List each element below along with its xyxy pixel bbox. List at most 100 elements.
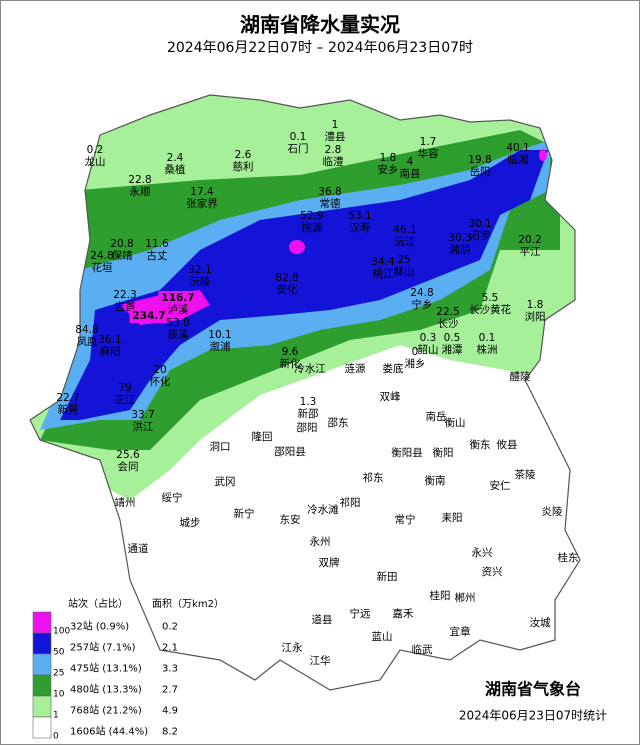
station-name: 慈利 — [233, 160, 254, 173]
legend-area: 2.1 — [162, 643, 178, 654]
station-name: 常德 — [320, 197, 341, 210]
station-value: 52.9 — [300, 210, 323, 222]
station-name: 辰溪 — [168, 329, 189, 341]
legend-count: 768站 (21.2%) — [70, 704, 142, 717]
legend-area: 2.7 — [162, 685, 178, 696]
station-value: 0 — [412, 346, 419, 358]
station-value: 0.5 — [444, 332, 461, 344]
county-name: 郴州 — [455, 591, 476, 604]
legend-area: 4.9 — [162, 706, 178, 717]
county-name: 东安 — [280, 513, 301, 526]
station-value: 4 — [407, 156, 414, 168]
legend-count: 257站 (7.1%) — [70, 641, 136, 654]
station-value: 10.1 — [208, 329, 231, 341]
station-name: 汉寿 — [350, 221, 371, 234]
legend-threshold: 10 — [53, 690, 65, 700]
legend-count: 480站 (13.3%) — [70, 683, 142, 696]
legend-swatch — [32, 716, 52, 739]
title: 湖南省降水量实况 — [240, 13, 400, 37]
county-name: 娄底 — [383, 362, 404, 375]
county-name: 绥宁 — [162, 491, 183, 504]
county-name: 隆回 — [252, 430, 273, 443]
county-name: 衡阳县 — [391, 447, 423, 459]
station-value: 24.8 — [410, 287, 433, 299]
station-name: 沅陵 — [190, 275, 211, 288]
station-name: 保靖 — [112, 249, 133, 262]
county-name: 洞口 — [210, 441, 231, 453]
station-value: 1.7 — [420, 136, 437, 148]
station-value: 24.8 — [90, 250, 113, 262]
station-name: 浏阳 — [525, 310, 546, 323]
legend-count-header: 站次（占比） — [68, 597, 128, 610]
legend-area: 3.3 — [162, 664, 178, 675]
station-value: 25 — [397, 254, 410, 266]
county-name: 永州 — [310, 535, 331, 548]
station-name: 长沙黄花 — [469, 303, 511, 316]
county-name: 涟源 — [345, 362, 366, 375]
legend-swatch — [32, 611, 52, 634]
station-value: 34.4 — [371, 256, 395, 268]
value-badge — [129, 309, 169, 323]
station-value: 53.8 — [166, 317, 189, 329]
station-name: 南县 — [400, 167, 421, 180]
agency: 湖南省气象台 — [485, 680, 581, 699]
county-name: 宜章 — [450, 625, 471, 638]
station-value: 234.7 — [132, 310, 165, 322]
station-value: 22.8 — [128, 174, 151, 186]
county-name: 资兴 — [482, 566, 503, 578]
county-name: 江永 — [282, 641, 303, 654]
station-name: 赫山 — [394, 266, 415, 278]
field-100 — [289, 240, 305, 254]
legend-area: 8.2 — [162, 727, 178, 738]
station-value: 17.4 — [190, 186, 214, 198]
county-name: 邵阳县 — [274, 446, 306, 458]
station-name: 怀化 — [150, 375, 171, 388]
legend-threshold: 0 — [53, 732, 59, 742]
station-name: 芷江 — [115, 393, 136, 406]
subtitle: 2024年06月22日07时 – 2024年06月23日07时 — [167, 40, 473, 56]
station-name: 新晃 — [58, 403, 79, 416]
station-name: 安乡 — [378, 163, 399, 176]
station-name: 桃江 — [373, 267, 394, 280]
station-value: 22.7 — [56, 392, 79, 404]
county-name: 通道 — [128, 542, 149, 555]
field-50 — [60, 150, 548, 420]
station-value: 30.3 — [448, 232, 471, 244]
legend-count: 475站 (13.1%) — [70, 662, 142, 675]
station-value: 0.1 — [479, 332, 496, 344]
county-name: 邵阳 — [297, 422, 318, 434]
station-name: 长沙 — [438, 318, 459, 330]
station-name: 花垣 — [92, 261, 113, 274]
county-name: 宁远 — [350, 607, 371, 620]
station-name: 岳阳 — [470, 166, 491, 178]
station-name: 洪江 — [133, 421, 154, 433]
station-name: 汨罗 — [470, 229, 491, 242]
county-name: 临武 — [412, 643, 433, 656]
station-value: 19.8 — [468, 154, 491, 166]
legend-swatch — [32, 674, 52, 697]
county-name: 靖州 — [115, 496, 136, 509]
legend-area-header: 面积（万km2） — [152, 598, 224, 610]
legend-count: 1606站 (44.4%) — [70, 725, 148, 738]
station-value: 20 — [153, 364, 166, 376]
station-value: 2.8 — [325, 144, 342, 156]
station-value: 53.1 — [348, 210, 371, 222]
legend-threshold: 1 — [53, 711, 59, 721]
station-name: 张家界 — [186, 197, 218, 210]
county-name: 耒阳 — [442, 512, 463, 524]
station-name: 永顺 — [130, 185, 151, 198]
station-value: 2.4 — [167, 152, 184, 164]
county-name: 冷水江 — [294, 362, 326, 375]
county-name: 攸县 — [497, 438, 518, 451]
county-name: 新宁 — [234, 507, 255, 520]
county-name: 双峰 — [380, 391, 401, 403]
station-name: 韶山 — [418, 343, 439, 356]
station-value: 0.3 — [420, 332, 437, 344]
station-value: 22.5 — [436, 306, 459, 318]
station-value: 5.5 — [482, 292, 499, 304]
county-name: 道县 — [312, 613, 333, 626]
station-name: 株洲 — [477, 343, 498, 356]
county-name: 醴陵 — [510, 371, 531, 383]
